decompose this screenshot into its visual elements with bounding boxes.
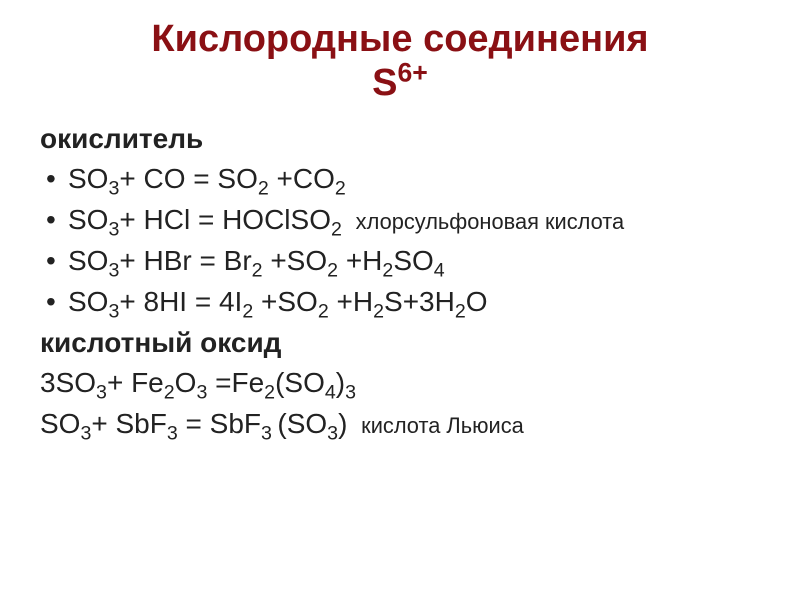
reaction-note: хлорсульфоновая кислота: [356, 209, 625, 234]
title-line1: Кислородные соединения: [151, 18, 648, 60]
reaction-formula: SO3+ HBr = Br2 +SO2 +H2SO4: [68, 245, 445, 276]
subheading-acid-oxide: кислотный оксид: [40, 327, 760, 359]
slide-title: Кислородные соединения S6+: [40, 18, 760, 105]
reaction-item: SO3+ HCl = HOClSO2 хлорсульфоновая кисло…: [40, 202, 760, 237]
reaction-list-2: 3SO3+ Fe2O3 =Fe2(SO4)3 SO3+ SbF3 = SbF3 …: [40, 365, 760, 441]
reaction-item: SO3+ HBr = Br2 +SO2 +H2SO4: [40, 243, 760, 278]
reaction-item: SO3+ SbF3 = SbF3 (SO3) кислота Льюиса: [40, 406, 760, 441]
reaction-item: SO3+ CO = SO2 +CO2: [40, 161, 760, 196]
reaction-item: 3SO3+ Fe2O3 =Fe2(SO4)3: [40, 365, 760, 400]
subheading-oxidizer: окислитель: [40, 123, 760, 155]
reaction-formula: SO3+ 8HI = 4I2 +SO2 +H2S+3H2O: [68, 286, 488, 317]
reaction-formula: 3SO3+ Fe2O3 =Fe2(SO4)3: [40, 367, 356, 398]
reaction-formula: SO3+ SbF3 = SbF3 (SO3): [40, 408, 347, 439]
title-line2-prefix: S: [372, 62, 397, 104]
reaction-formula: SO3+ CO = SO2 +CO2: [68, 163, 346, 194]
reaction-list-1: SO3+ CO = SO2 +CO2 SO3+ HCl = HOClSO2 хл…: [40, 161, 760, 319]
reaction-formula: SO3+ HCl = HOClSO2: [68, 204, 342, 235]
reaction-item: SO3+ 8HI = 4I2 +SO2 +H2S+3H2O: [40, 284, 760, 319]
reaction-note: кислота Льюиса: [361, 413, 524, 438]
title-line2-sup: 6+: [398, 57, 428, 87]
